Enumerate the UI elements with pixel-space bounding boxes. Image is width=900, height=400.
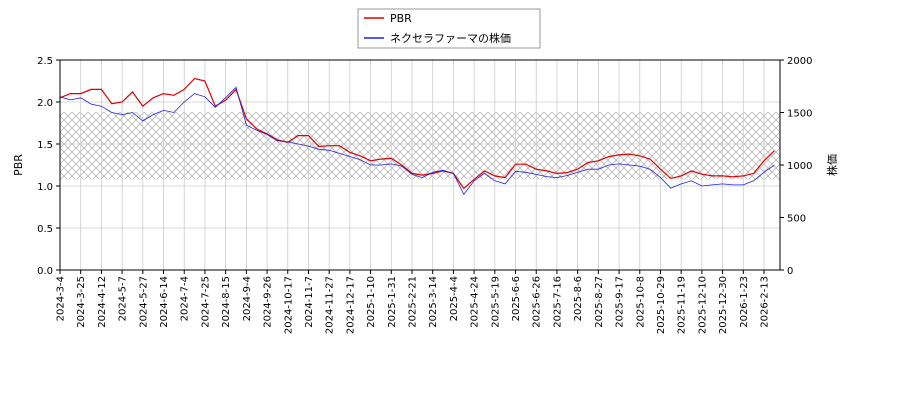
x-tick-label: 2025-5-19 xyxy=(490,276,501,328)
y2-tick-label: 2000 xyxy=(787,56,812,67)
x-tick-label: 2024-9-26 xyxy=(263,276,274,328)
x-tick-label: 2025-10-29 xyxy=(656,276,667,334)
x-tick-label: 2025-11-19 xyxy=(677,276,688,334)
x-tick-label: 2024-11-7 xyxy=(304,276,315,328)
x-tick-label: 2025-9-17 xyxy=(615,276,626,328)
x-tick-label: 2025-2-21 xyxy=(408,276,419,328)
legend-label: PBR xyxy=(390,12,412,25)
x-tick-label: 2025-1-31 xyxy=(387,276,398,328)
x-tick-label: 2024-9-4 xyxy=(242,276,253,321)
series-line xyxy=(60,86,775,196)
x-tick-label: 2025-10-8 xyxy=(635,276,646,328)
y-tick-label: 0.5 xyxy=(37,224,53,235)
y2-tick-label: 500 xyxy=(787,214,806,225)
x-tick-label: 2025-4-24 xyxy=(470,276,481,328)
x-tick-label: 2025-8-6 xyxy=(573,276,584,321)
legend-box xyxy=(357,8,541,49)
x-tick-label: 2024-7-4 xyxy=(180,276,191,321)
y2-axis-label: 株価 xyxy=(825,154,839,176)
series-line xyxy=(60,77,775,190)
plot-frame xyxy=(59,59,781,271)
y-tick-label: 0.0 xyxy=(37,266,53,277)
x-tick-label: 2024-12-17 xyxy=(345,276,356,334)
x-tick-label: 2025-6-6 xyxy=(511,276,522,321)
x-tick-label: 2024-11-27 xyxy=(325,276,336,334)
y-tick-label: 1.5 xyxy=(37,140,53,151)
x-tick-label: 2025-1-10 xyxy=(366,276,377,328)
band xyxy=(60,112,780,180)
x-tick-label: 2026-1-23 xyxy=(739,276,750,328)
y2-tick-label: 1000 xyxy=(787,161,812,172)
legend: PBR ネクセラファーマの株価 xyxy=(357,8,541,49)
x-tick-label: 2024-5-27 xyxy=(138,276,149,328)
x-tick-label: 2025-8-27 xyxy=(594,276,605,328)
x-tick-label: 2025-4-4 xyxy=(449,276,460,321)
y-axis-label: PBR xyxy=(12,154,25,176)
x-tick-label: 2024-3-25 xyxy=(76,276,87,328)
y-tick-label: 1.0 xyxy=(37,182,53,193)
y2-tick-label: 1500 xyxy=(787,109,812,120)
legend-label: ネクセラファーマの株価 xyxy=(390,31,511,45)
x-tick-label: 2025-3-14 xyxy=(428,276,439,328)
x-tick-label: 2025-12-10 xyxy=(697,276,708,334)
x-tick-label: 2025-6-26 xyxy=(532,276,543,328)
x-tick-label: 2025-12-30 xyxy=(718,276,729,334)
x-tick-label: 2024-10-17 xyxy=(283,276,294,334)
y-tick-label: 2.0 xyxy=(37,98,53,109)
x-tick-label: 2024-3-4 xyxy=(56,276,67,321)
y-tick-label: 2.5 xyxy=(37,56,53,67)
x-tick-label: 2024-4-12 xyxy=(97,276,108,328)
x-tick-label: 2024-8-15 xyxy=(221,276,232,328)
x-tick-label: 2024-7-25 xyxy=(200,276,211,328)
x-tick-label: 2026-2-13 xyxy=(760,276,771,328)
y2-tick-label: 0 xyxy=(787,266,793,277)
x-tick-label: 2024-6-14 xyxy=(159,276,170,328)
x-tick-label: 2025-7-16 xyxy=(552,276,563,328)
x-tick-label: 2024-5-7 xyxy=(118,276,129,321)
